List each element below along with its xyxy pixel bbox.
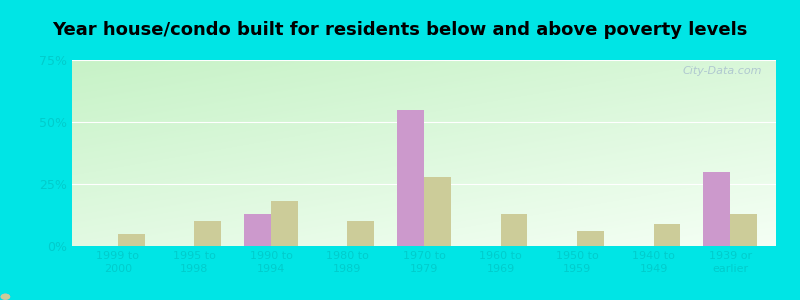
Bar [501,214,527,246]
Text: City-Data.com: City-Data.com [682,66,762,76]
Bar [577,231,604,246]
Bar [398,110,424,246]
Bar [730,214,757,246]
Bar [194,221,222,246]
Bar [654,224,680,246]
Bar [118,234,145,246]
Bar [244,214,271,246]
Bar [703,172,730,246]
Text: Year house/condo built for residents below and above poverty levels: Year house/condo built for residents bel… [52,21,748,39]
Bar [271,201,298,246]
Bar [347,221,374,246]
Bar [424,177,450,246]
